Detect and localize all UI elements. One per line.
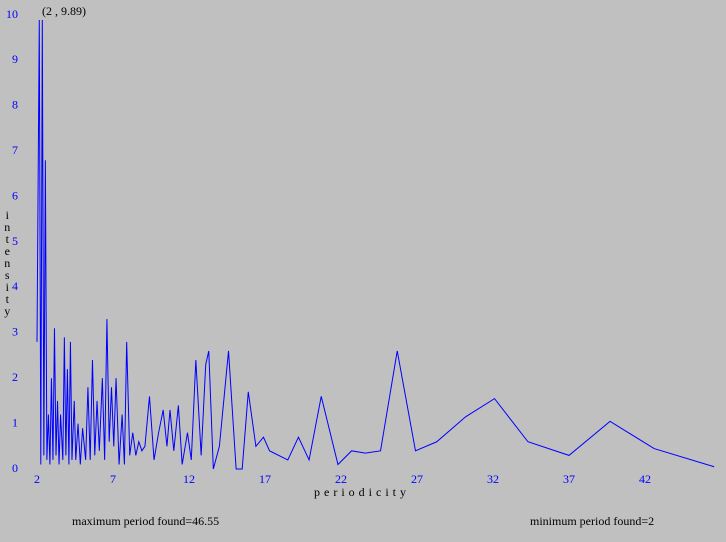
y-tick-label: 6 xyxy=(12,188,18,202)
x-tick-label: 27 xyxy=(411,472,423,486)
y-tick-label: 0 xyxy=(12,461,18,475)
peak-annotation: (2 , 9.89) xyxy=(42,4,86,18)
y-tick-label: 4 xyxy=(12,279,18,293)
y-tick-label: 3 xyxy=(12,325,18,339)
x-tick-label: 22 xyxy=(335,472,347,486)
y-tick-label: 1 xyxy=(12,415,18,429)
x-axis-label: periodicity xyxy=(314,485,410,499)
y-tick-label: 2 xyxy=(12,370,18,384)
y-tick-label: 9 xyxy=(12,52,18,66)
y-tick-label: 10 xyxy=(6,7,18,21)
footer-max-period: maximum period found=46.55 xyxy=(72,514,219,528)
y-axis-label: intensity xyxy=(0,208,14,318)
footer-min-period: minimum period found=2 xyxy=(530,514,654,528)
x-tick-label: 42 xyxy=(639,472,651,486)
y-tick-label: 7 xyxy=(12,143,18,157)
x-tick-label: 2 xyxy=(34,472,40,486)
y-tick-label: 8 xyxy=(12,98,18,112)
y-tick-label: 5 xyxy=(12,234,18,248)
x-tick-label: 17 xyxy=(259,472,271,486)
x-tick-label: 32 xyxy=(487,472,499,486)
data-line xyxy=(36,19,715,470)
x-tick-label: 37 xyxy=(563,472,575,486)
x-tick-label: 12 xyxy=(183,472,195,486)
x-tick-label: 7 xyxy=(110,472,116,486)
